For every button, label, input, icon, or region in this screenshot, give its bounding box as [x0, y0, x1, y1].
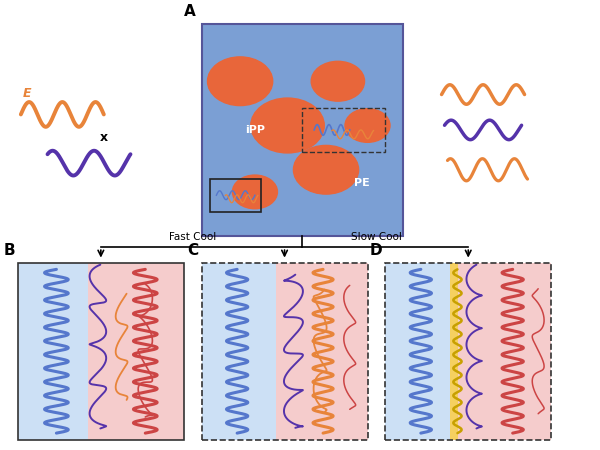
Bar	[450, 263, 467, 440]
Bar	[385, 263, 551, 440]
Bar	[385, 263, 458, 440]
Text: PE: PE	[354, 178, 370, 188]
Text: Slow Cool: Slow Cool	[351, 232, 402, 242]
Circle shape	[232, 175, 277, 209]
Text: E: E	[23, 87, 31, 100]
Bar	[202, 263, 293, 440]
Bar	[202, 263, 368, 440]
Circle shape	[251, 98, 324, 153]
Text: B: B	[4, 243, 15, 258]
Circle shape	[345, 109, 390, 142]
Text: iPP: iPP	[245, 125, 265, 135]
Bar	[18, 263, 184, 440]
Bar	[385, 263, 551, 440]
Bar	[202, 24, 403, 236]
Text: A: A	[184, 4, 196, 19]
Bar	[302, 108, 385, 152]
Text: C: C	[187, 243, 199, 258]
Bar	[211, 179, 261, 212]
Bar	[88, 263, 184, 440]
Bar	[276, 263, 368, 440]
Circle shape	[311, 61, 365, 101]
Bar	[202, 263, 368, 440]
Circle shape	[293, 145, 359, 194]
Text: Fast Cool: Fast Cool	[169, 232, 217, 242]
Bar	[458, 263, 551, 440]
Text: D: D	[370, 243, 382, 258]
Text: x: x	[100, 131, 108, 144]
Circle shape	[208, 57, 272, 106]
Bar	[18, 263, 114, 440]
Bar	[18, 263, 184, 440]
